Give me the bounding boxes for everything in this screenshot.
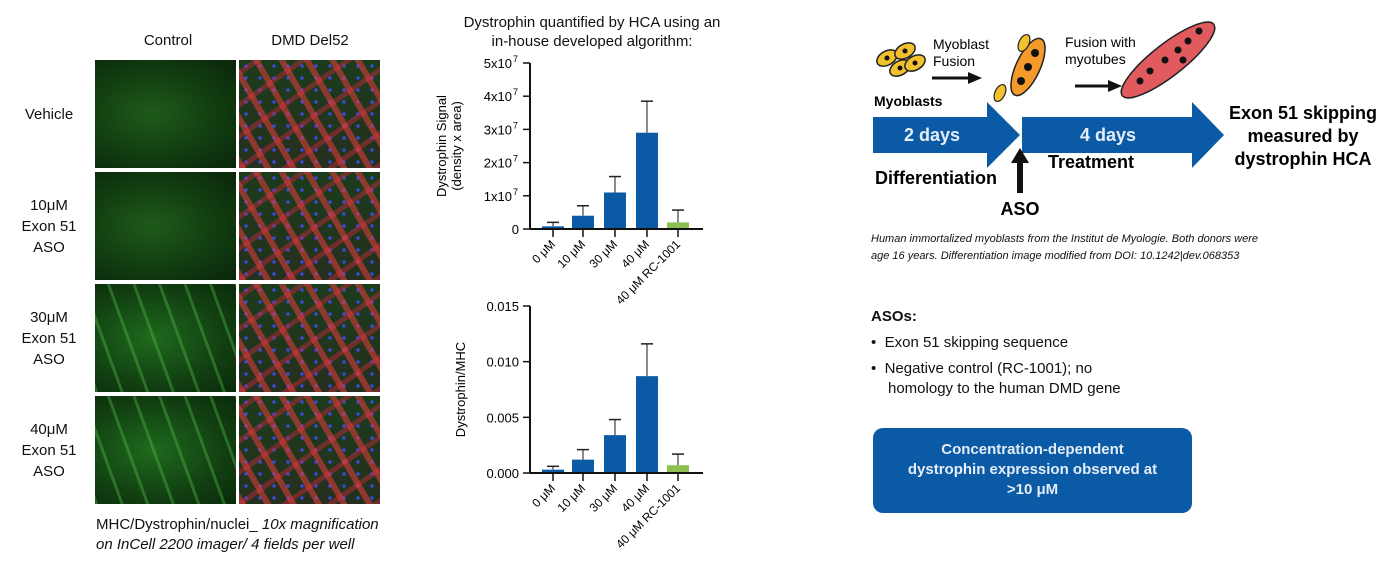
result-line: >10 μM	[1006, 481, 1059, 498]
result-line: dystrophin expression observed at	[907, 461, 1158, 478]
y-axis-label: (density x area)	[449, 101, 464, 191]
aso-item: • Exon 51 skipping sequence	[871, 334, 1069, 351]
micrograph-control-vehicle	[95, 60, 236, 168]
arrow-icon	[932, 72, 982, 84]
step2-label: Fusion with myotubes	[1065, 34, 1136, 67]
step1-label: Myoblast Fusion	[933, 36, 989, 69]
x-tick-label: 0 μM	[529, 237, 558, 266]
x-tick-label: 10 μM	[554, 237, 588, 271]
aso-label: ASO	[1000, 199, 1039, 219]
y-tick-exponent: 7	[513, 187, 518, 197]
aso-heading: ASOs:	[871, 308, 917, 325]
row-label-vehicle: Vehicle	[4, 104, 94, 125]
endpoint-label: Exon 51 skipping measured by dystrophin HC…	[1229, 103, 1377, 169]
row-label-10um: 10μM Exon 51 ASO	[4, 195, 94, 258]
myoblasts-label: Myoblasts	[874, 93, 943, 109]
myotube-fusion-icon	[993, 33, 1046, 103]
myoblast-cells-icon	[876, 42, 926, 77]
aso-item: • Negative control (RC-1001); no homology…	[871, 360, 1121, 397]
column-label-control: Control	[143, 32, 193, 49]
bar	[604, 192, 626, 229]
aso-item-text: Negative control (RC-1001); no	[884, 360, 1093, 377]
chart-title: Dystrophin quantified by HCA using an in…	[412, 13, 772, 51]
y-tick-label: 2x10	[484, 156, 512, 171]
x-tick-label: 0 μM	[529, 481, 558, 510]
aso-item-text: homology to the human DMD gene	[888, 380, 1121, 397]
row-label-line: 40μM	[30, 421, 68, 438]
row-label-line: Exon 51	[21, 442, 77, 459]
y-tick-label: 0	[512, 222, 519, 237]
micrograph-dmd-vehicle	[239, 60, 380, 168]
caption-text: MHC/Dystrophin/nuclei_	[96, 516, 262, 533]
micrograph-dmd-30um	[239, 284, 380, 392]
bar	[604, 435, 626, 473]
y-tick-label: 4x10	[484, 89, 512, 104]
bar	[572, 459, 594, 473]
chart-title-line: Dystrophin quantified by HCA using an	[463, 14, 721, 31]
row-label-40um: 40μM Exon 51 ASO	[4, 419, 94, 482]
caption-italic: on InCell 2200 imager/ 4 fields per well	[96, 536, 355, 553]
differentiation-diagram: Myoblast Fusion Fusion with myotubes Myobl…	[873, 21, 1377, 219]
row-label-line: Exon 51	[21, 218, 77, 235]
y-tick-exponent: 7	[513, 54, 518, 64]
bar	[542, 226, 564, 229]
differentiation-arrow	[873, 102, 1020, 168]
row-label-line: Vehicle	[24, 106, 74, 123]
column-label-dmd: DMD Del52	[271, 32, 349, 49]
note-line: Human immortalized myoblasts from the In…	[871, 233, 1258, 245]
y-tick-label: 3x10	[484, 122, 512, 137]
x-tick-label: 30 μM	[586, 237, 620, 271]
y-axis-label: Dystrophin/MHC	[453, 342, 468, 437]
micrograph-caption: MHC/Dystrophin/nuclei_ 10x magnification…	[96, 515, 379, 555]
bar	[667, 465, 689, 473]
row-label-30um: 30μM Exon 51 ASO	[4, 307, 94, 370]
arrow1-label: 2 days	[904, 125, 960, 145]
chart-title-line: in-house developed algorithm:	[491, 33, 693, 50]
note-line: age 16 years. Differentiation image modi…	[871, 250, 1240, 262]
micrograph-dmd-40um	[239, 396, 380, 504]
y-tick-label: 0.010	[486, 355, 519, 370]
y-tick-exponent: 7	[513, 120, 518, 130]
y-tick-label: 1x10	[484, 189, 512, 204]
bar	[667, 222, 689, 229]
x-tick-label: 30 μM	[586, 481, 620, 515]
x-tick-label: 10 μM	[554, 481, 588, 515]
row-label-line: ASO	[33, 463, 65, 480]
aso-list: ASOs: • Exon 51 skipping sequence • Nega…	[871, 308, 1121, 399]
result-line: Concentration-dependent	[941, 441, 1124, 458]
row-label-line: 30μM	[30, 309, 68, 326]
row-label-line: 10μM	[30, 197, 68, 214]
differentiation-label: Differentiation	[875, 168, 997, 188]
caption-italic: 10x magnification	[261, 516, 379, 533]
mature-myotube-icon	[1120, 21, 1216, 99]
y-tick-label: 0.005	[486, 410, 519, 425]
row-label-line: ASO	[33, 239, 65, 256]
aso-item-text: Exon 51 skipping sequence	[884, 334, 1069, 351]
result-callout: Concentration-dependent dystrophin expre…	[873, 428, 1192, 513]
y-tick-label: 5x10	[484, 56, 512, 71]
arrow-icon	[1075, 80, 1122, 92]
arrow2-label: 4 days	[1080, 125, 1136, 145]
source-note: Human immortalized myoblasts from the In…	[871, 231, 1258, 265]
y-tick-exponent: 7	[513, 87, 518, 97]
row-label-line: Exon 51	[21, 330, 77, 347]
micrograph-dmd-10um	[239, 172, 380, 280]
aso-arrow-icon	[1011, 148, 1029, 193]
y-axis-label: Dystrophin Signal	[434, 95, 449, 197]
treatment-arrow	[1022, 102, 1224, 168]
bar	[636, 132, 658, 229]
treatment-label: Treatment	[1048, 152, 1134, 172]
bar	[636, 376, 658, 473]
y-tick-label: 0.015	[486, 299, 519, 314]
row-label-line: ASO	[33, 351, 65, 368]
bar	[542, 469, 564, 473]
y-tick-exponent: 7	[513, 154, 518, 164]
micrograph-control-30um	[95, 284, 236, 392]
micrograph-control-40um	[95, 396, 236, 504]
y-tick-label: 0.000	[486, 466, 519, 481]
micrograph-control-10um	[95, 172, 236, 280]
bar	[572, 215, 594, 229]
